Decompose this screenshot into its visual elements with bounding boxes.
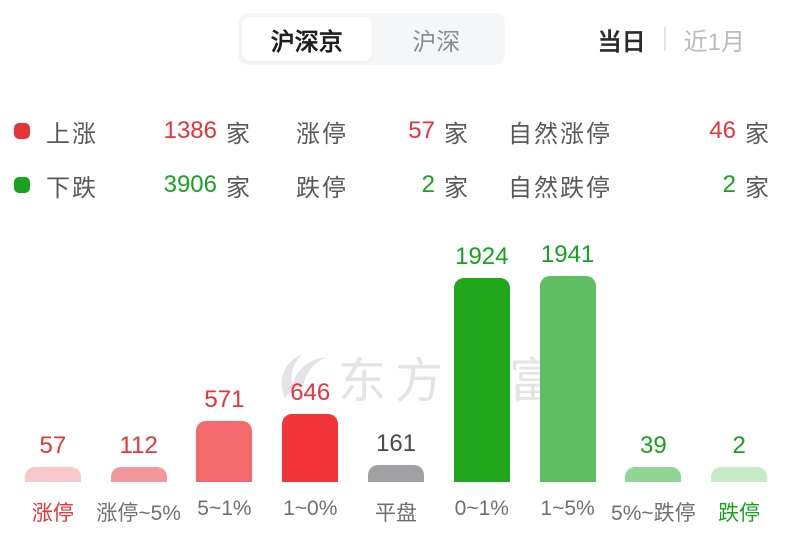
bar (282, 414, 339, 482)
limit-up-stat: 涨停 57 家 (296, 114, 468, 149)
advancers-row: 上涨 1386 家 涨停 57 家 自然涨停 46 家 (0, 104, 792, 158)
stat-value: 57 (408, 117, 435, 144)
down-legend-square-icon (14, 177, 30, 193)
category-label: 平盘 (375, 502, 418, 525)
natural-limit-up-stat: 自然涨停 46 家 (508, 114, 769, 149)
distribution-bar-chart: 57 112 571 646 161 1924 1941 39 2 涨停 涨停~5% 5~1% 1~0… (0, 230, 792, 527)
tab-hu-shen-jing[interactable]: 沪深京 (242, 17, 372, 61)
bar (368, 465, 425, 482)
bar (625, 467, 682, 482)
bar (453, 278, 510, 482)
chart-category-labels: 涨停 涨停~5% 5~1% 1~0% 平盘 0~1% 1~5% 5%~跌停 跌停 (0, 497, 792, 527)
stat-label: 跌停 (296, 174, 348, 202)
bar-value-label: 161 (375, 430, 417, 457)
stat-unit: 家 (226, 174, 250, 202)
stat-label: 自然涨停 (508, 120, 612, 148)
chart-column-1~5%: 1941 (525, 241, 611, 482)
tab-hu-shen[interactable]: 沪深 (372, 17, 502, 61)
category-label: 5%~跌停 (611, 502, 696, 525)
bar-value-label: 646 (290, 379, 331, 406)
stat-unit: 家 (745, 174, 769, 202)
decliners-total: 下跌 3906 家 (14, 168, 250, 203)
stat-value: 2 (722, 171, 736, 198)
tab-label: 沪深京 (270, 28, 343, 56)
chart-column-涨停~5%: 112 (96, 432, 182, 482)
up-legend-square-icon (14, 123, 30, 139)
chart-column-平盘: 161 (353, 430, 439, 482)
bar (711, 467, 768, 482)
tab-label: 沪深 (412, 28, 461, 56)
advancers-total: 上涨 1386 家 (14, 114, 250, 149)
stat-value: 1386 (163, 117, 217, 144)
category-label: 涨停~5% (96, 502, 181, 525)
bar-value-label: 2 (732, 432, 746, 459)
bar (196, 421, 253, 482)
natural-limit-down-stat: 自然跌停 2 家 (508, 168, 769, 203)
category-label: 跌停 (718, 502, 761, 525)
period-toggle: 当日 近1月 (598, 13, 745, 65)
stat-unit: 家 (745, 120, 769, 148)
stat-value: 3906 (163, 171, 217, 198)
stat-value: 46 (709, 117, 736, 144)
chart-column-涨停: 57 (10, 432, 96, 482)
bar-value-label: 39 (640, 432, 667, 459)
limit-down-stat: 跌停 2 家 (296, 168, 468, 203)
chart-column-5~1%: 571 (182, 386, 268, 482)
stat-label: 下跌 (46, 174, 98, 202)
category-label: 5~1% (197, 497, 252, 520)
period-option-1month[interactable]: 近1月 (683, 28, 745, 56)
bar-value-label: 1924 (455, 243, 509, 270)
bar (110, 467, 167, 482)
period-option-today[interactable]: 当日 (597, 28, 646, 56)
market-scope-tabs: 沪深京 沪深 (238, 13, 505, 65)
header: 沪深京 沪深 当日 近1月 (0, 0, 792, 80)
market-breadth-stats: 上涨 1386 家 涨停 57 家 自然涨停 46 家 下跌 3906 家 跌停… (0, 104, 792, 212)
stat-label: 涨停 (296, 120, 348, 148)
chart-column-跌停: 2 (696, 432, 782, 482)
stat-label: 自然跌停 (508, 174, 612, 202)
chart-column-0~1%: 1924 (439, 243, 525, 482)
chart-column-1~0%: 646 (267, 379, 353, 482)
bar-value-label: 112 (119, 432, 158, 459)
bar-value-label: 57 (39, 432, 67, 459)
stat-unit: 家 (444, 120, 468, 148)
period-divider (663, 27, 666, 51)
stat-unit: 家 (444, 174, 468, 202)
stat-value: 2 (421, 171, 435, 198)
stat-label: 上涨 (46, 120, 98, 148)
category-label: 0~1% (454, 497, 509, 520)
bar-value-label: 571 (204, 386, 245, 413)
chart-bars: 57 112 571 646 161 1924 1941 39 2 (0, 230, 792, 482)
bar-value-label: 1941 (540, 241, 595, 268)
category-label: 1~0% (283, 497, 338, 520)
bar (24, 467, 81, 482)
category-label: 涨停 (31, 502, 74, 525)
bar (539, 276, 596, 482)
stat-unit: 家 (226, 120, 250, 148)
chart-column-5%~跌停: 39 (610, 432, 696, 482)
decliners-row: 下跌 3906 家 跌停 2 家 自然跌停 2 家 (0, 158, 792, 212)
category-label: 1~5% (540, 497, 595, 520)
